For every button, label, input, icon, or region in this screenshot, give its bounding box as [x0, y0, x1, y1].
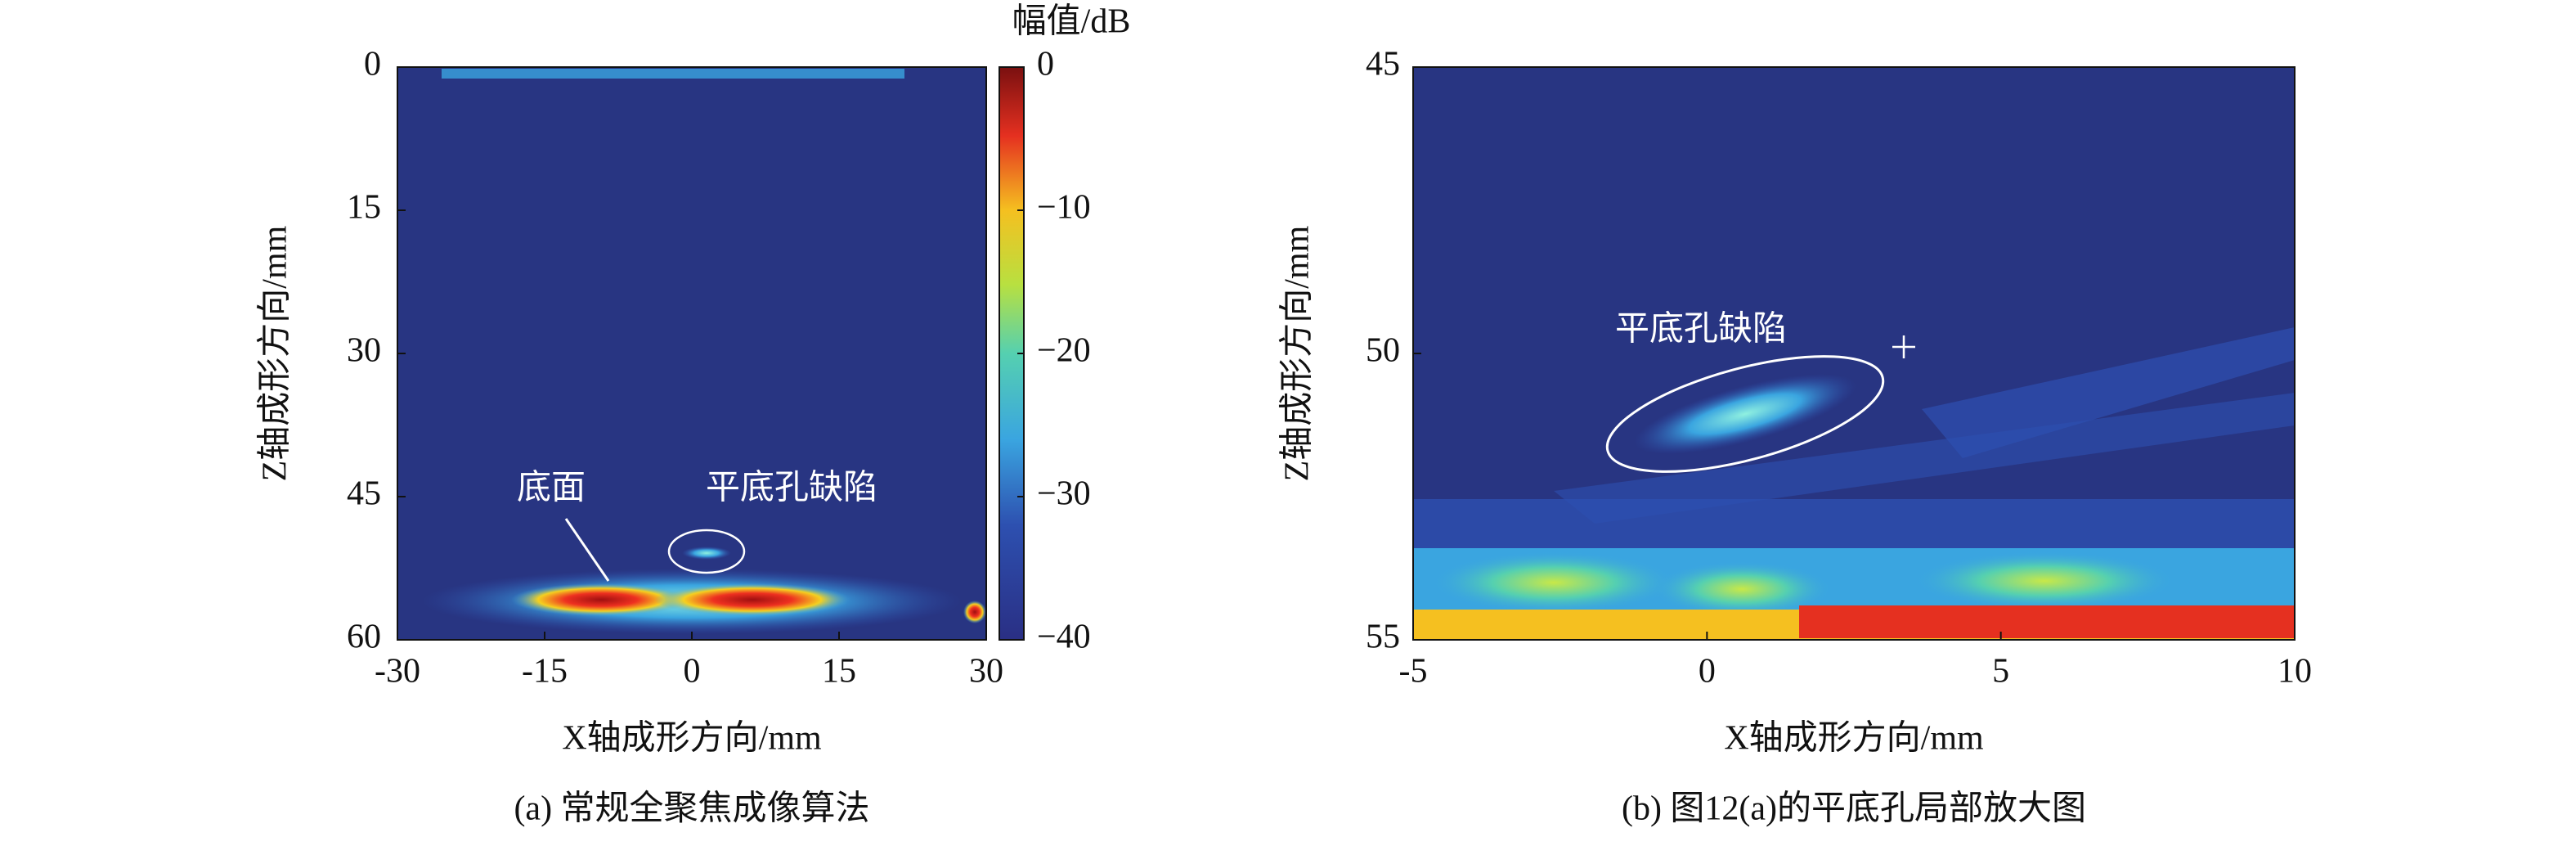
x-tick-label: 0 [684, 653, 701, 691]
x-tick-label: 15 [822, 653, 856, 691]
y-tick-label: 55 [1366, 619, 1400, 656]
annotation: 平底孔缺陷 [1615, 311, 1787, 349]
x-tick-label: 0 [1699, 653, 1716, 691]
marker-cross [1892, 335, 1915, 358]
colorbar-label: 幅值/dB [1012, 3, 1131, 41]
annotation-arrow [564, 518, 610, 582]
x-tick-label: -15 [522, 653, 568, 691]
x-tick-label: 5 [1992, 653, 2009, 691]
heatmap-image [1413, 67, 2295, 640]
y-axis-label: Z轴成形方向/mm [1279, 225, 1317, 481]
x-tick-label: -30 [375, 653, 420, 691]
annotation: 平底孔缺陷 [706, 470, 877, 507]
colorbar-tick-label: −30 [1037, 475, 1091, 513]
x-axis-label: X轴成形方向/mm [562, 720, 822, 758]
y-tick-label: 0 [364, 46, 381, 83]
y-tick-label: 45 [1366, 46, 1400, 83]
colorbar-tick-label: −40 [1037, 619, 1091, 656]
y-tick-label: 50 [1366, 332, 1400, 370]
colorbar-tick-label: 0 [1037, 46, 1054, 83]
x-tick-label: 30 [969, 653, 1003, 691]
y-tick-label: 45 [347, 475, 381, 513]
x-axis-label: X轴成形方向/mm [1724, 720, 1984, 758]
caption: (a) 常规全聚焦成像算法 [514, 790, 869, 828]
heatmap-image [397, 67, 986, 640]
annotation: 底面 [517, 470, 586, 507]
y-axis-label: Z轴成形方向/mm [257, 225, 294, 481]
colorbar-tick-label: −20 [1037, 332, 1091, 370]
colorbar-tick-label: −10 [1037, 189, 1091, 227]
x-tick-label: 10 [2278, 653, 2312, 691]
annotation-ellipse [667, 529, 746, 574]
annotation-ellipse [1605, 355, 1885, 473]
y-tick-label: 60 [347, 619, 381, 656]
y-tick-label: 30 [347, 332, 381, 370]
x-tick-label: -5 [1399, 653, 1428, 691]
y-tick-label: 15 [347, 189, 381, 227]
caption: (b) 图12(a)的平底孔局部放大图 [1622, 790, 2086, 828]
